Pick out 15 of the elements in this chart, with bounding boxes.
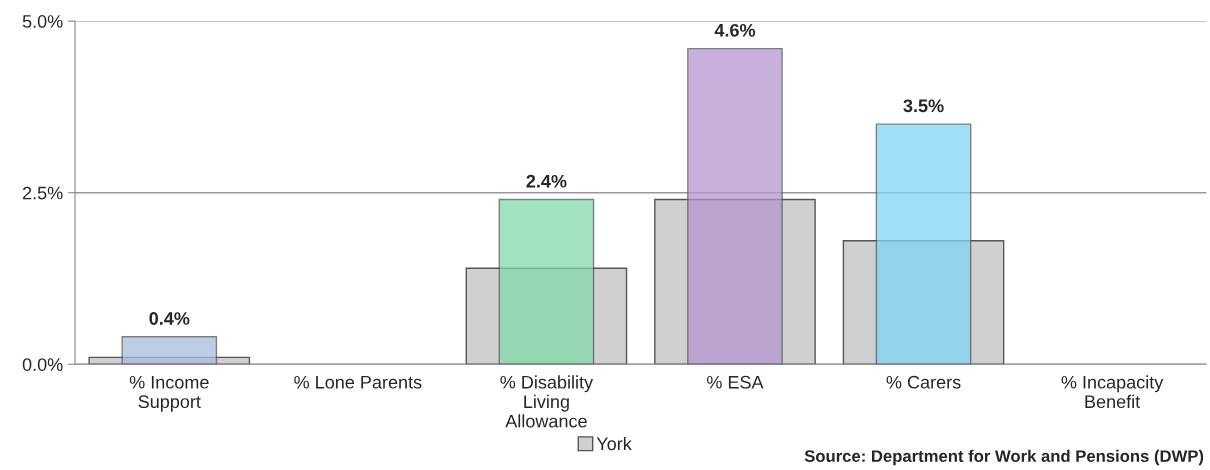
data-label: 2.4% (526, 174, 567, 188)
x-tick-label: % Carers (886, 375, 961, 389)
x-tick-label: % Disability Living Allowance (500, 375, 594, 428)
y-tick-label: 2.5% (22, 186, 63, 200)
x-tick-label: % ESA (707, 375, 764, 389)
data-label: 4.6% (714, 23, 756, 37)
data-label: 3.5% (903, 99, 944, 113)
data-label: 0.4% (149, 312, 190, 325)
x-tick-label: % Lone Parents (294, 375, 422, 389)
y-tick-label: 0.0% (22, 358, 63, 371)
legend-label: York (596, 436, 632, 451)
x-tick-label: % Income Support (129, 375, 209, 412)
source-note: Source: Department for Work and Pensions (DWP) (804, 449, 1204, 466)
y-tick-label: 5.0% (22, 15, 63, 28)
x-tick-label: % Incapacity Benefit (1061, 375, 1164, 409)
